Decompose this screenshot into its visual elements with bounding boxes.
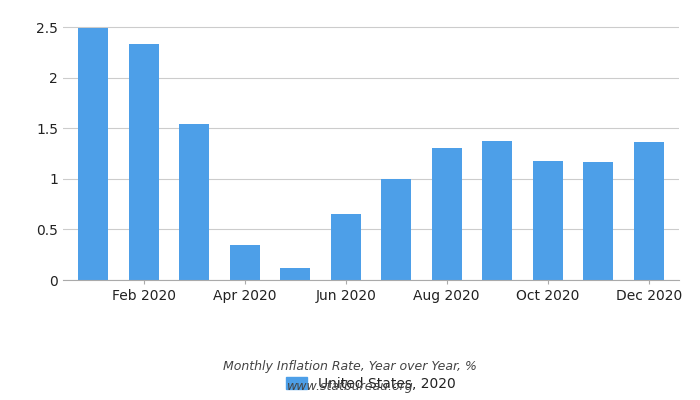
Bar bbox=[129, 44, 159, 280]
Bar bbox=[482, 142, 512, 280]
Bar bbox=[381, 179, 412, 280]
Text: Monthly Inflation Rate, Year over Year, %: Monthly Inflation Rate, Year over Year, … bbox=[223, 360, 477, 373]
Text: www.statbureau.org: www.statbureau.org bbox=[287, 380, 413, 393]
Bar bbox=[330, 214, 361, 280]
Bar bbox=[230, 245, 260, 280]
Bar bbox=[280, 268, 310, 280]
Bar bbox=[78, 28, 108, 280]
Legend: United States, 2020: United States, 2020 bbox=[281, 371, 461, 396]
Bar bbox=[533, 161, 563, 280]
Bar bbox=[432, 148, 462, 280]
Bar bbox=[583, 162, 613, 280]
Bar bbox=[634, 142, 664, 280]
Bar bbox=[179, 124, 209, 280]
